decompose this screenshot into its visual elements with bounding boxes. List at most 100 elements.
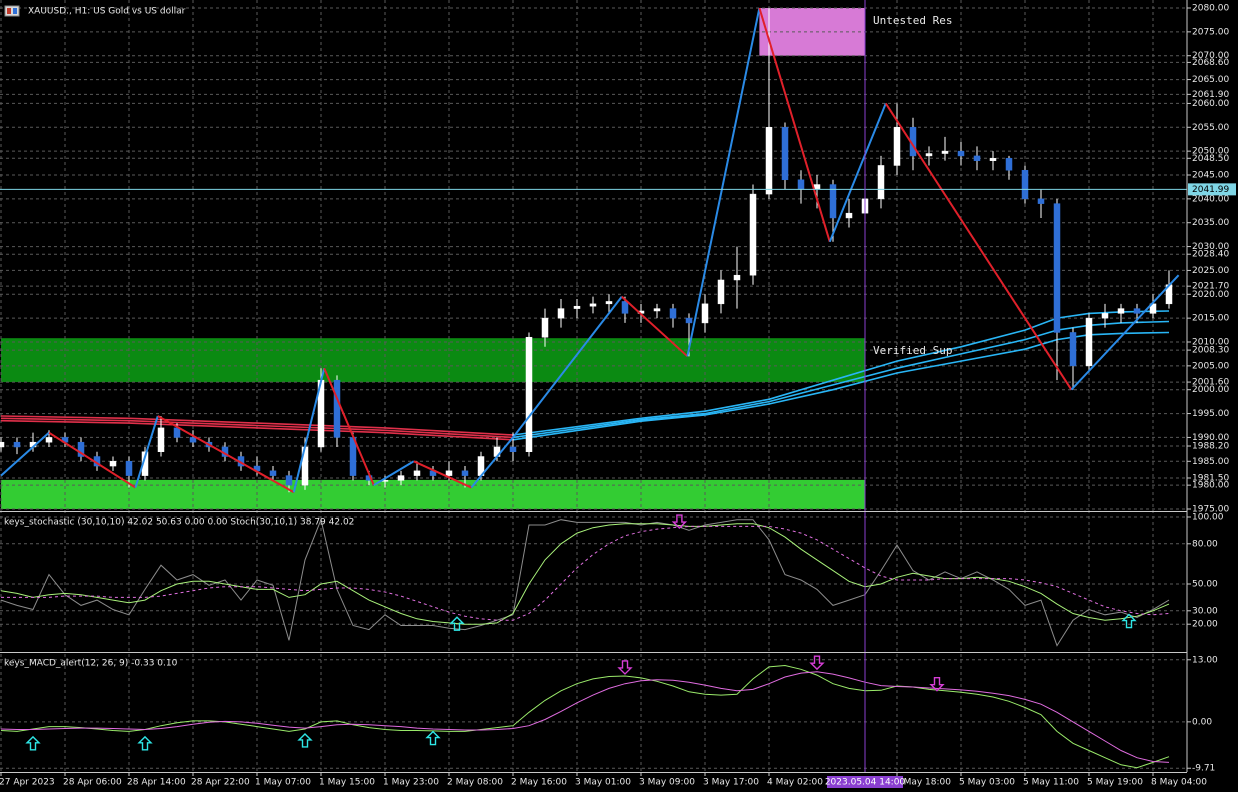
candle-body <box>1069 332 1077 367</box>
data-layer <box>0 0 1187 772</box>
x-tick-label: 1 May 23:00 <box>383 778 439 788</box>
y-tick-label: 2048.50 <box>1192 154 1229 164</box>
signal-arrow <box>617 660 633 675</box>
zigzag-segment <box>512 296 623 439</box>
y-tick-label: 2008.30 <box>1192 346 1229 356</box>
signal-arrow <box>671 514 688 530</box>
candle-body <box>1021 169 1029 200</box>
signal-arrow <box>1121 613 1137 629</box>
y-tick-label: 1988.20 <box>1192 442 1229 452</box>
y-tick-label: 1990.00 <box>1192 433 1229 443</box>
candle-body <box>621 301 629 314</box>
candle-body <box>525 336 533 452</box>
candle-body <box>509 446 517 452</box>
candle-body <box>957 150 965 157</box>
y-tick-label: 2040.00 <box>1192 194 1229 204</box>
candle-body <box>397 475 405 481</box>
candle-body <box>541 317 549 338</box>
candle-body <box>717 279 725 305</box>
x-tick-label: 5 May 11:00 <box>1023 778 1079 788</box>
candle-body <box>845 212 853 219</box>
candle-body <box>1101 313 1109 319</box>
candle-body <box>285 475 293 486</box>
zigzag-segment <box>48 431 136 489</box>
candle-body <box>893 127 901 166</box>
candle-body <box>701 303 709 324</box>
y-tick-label: 2005.00 <box>1192 361 1229 371</box>
y-tick-label: 1980.00 <box>1192 481 1229 491</box>
candle-body <box>77 441 85 457</box>
y-tick-label: 13.00 <box>1192 655 1218 665</box>
moving-average <box>0 419 514 441</box>
candle-body <box>797 179 805 190</box>
signal-arrow <box>25 735 41 751</box>
x-tick-label: 4 May 18:00 <box>895 778 951 788</box>
x-tick-label: 28 Apr 14:00 <box>127 778 186 788</box>
y-tick-label: 2061.90 <box>1192 90 1229 100</box>
signal-arrow <box>297 732 313 748</box>
candle-body <box>269 470 277 476</box>
y-tick-label: 2055.00 <box>1192 123 1229 133</box>
zone <box>1 338 865 383</box>
top-layer: XAUUSD., H1: US Gold vs US dollar keys_s… <box>4 7 952 669</box>
x-tick-label: 3 May 01:00 <box>575 778 631 788</box>
candle-body <box>0 441 5 448</box>
zigzag-segment <box>373 460 415 487</box>
x-tick-label: 2 May 08:00 <box>447 778 503 788</box>
crosshair-label: 2023.05.04 14:00 <box>825 778 906 788</box>
candle-body <box>781 127 789 181</box>
candle-body <box>45 437 53 443</box>
candle-body <box>333 379 341 438</box>
y-tick-label: 2035.00 <box>1192 218 1229 228</box>
candle-body <box>173 427 181 438</box>
zigzag-segment <box>413 460 472 489</box>
y-tick-label: 1981.50 <box>1192 473 1229 483</box>
candle-body <box>125 461 133 476</box>
indicator-line <box>0 523 1170 625</box>
x-tick-label: 8 May 04:00 <box>1151 778 1207 788</box>
candle-body <box>461 470 469 476</box>
candle-body <box>445 470 453 476</box>
candle-body <box>13 441 21 448</box>
indicator-line <box>0 664 1170 769</box>
candle-body <box>189 437 197 443</box>
x-tick-label: 3 May 09:00 <box>639 778 695 788</box>
zigzag-segment <box>134 415 159 488</box>
candle-body <box>573 305 581 309</box>
candle-body <box>653 308 661 312</box>
signal-arrow <box>809 655 825 671</box>
zone-label: Verified Sup <box>873 344 952 357</box>
moving-average <box>512 310 1170 436</box>
x-tick-label: 1 May 07:00 <box>255 778 311 788</box>
y-tick-label: 2075.00 <box>1192 27 1229 37</box>
macd-title: keys_MACD_alert(12, 26, 9) -0.33 0.10 <box>4 659 178 669</box>
x-tick-label: 2 May 16:00 <box>511 778 567 788</box>
y-tick-label: 80.00 <box>1192 539 1218 549</box>
zone-label: Untested Res <box>873 14 952 27</box>
moving-average <box>0 415 514 436</box>
candle-body <box>877 165 885 200</box>
signal-arrow <box>449 616 465 631</box>
y-tick-label: -9.71 <box>1192 764 1215 774</box>
zigzag-segment <box>470 436 514 489</box>
y-tick-label: 2010.00 <box>1192 338 1229 348</box>
chart-icon-part <box>13 8 17 14</box>
price-label: 2041.99 <box>1192 185 1229 195</box>
candle-body <box>413 470 421 476</box>
y-tick-label: 2001.60 <box>1192 378 1229 388</box>
stochastic-title: keys_stochastic (30,10,10) 42.02 50.63 0… <box>4 518 354 528</box>
indicator-line <box>0 671 1170 763</box>
candle-body <box>685 317 693 324</box>
grid-layer <box>0 0 1187 772</box>
candle-body <box>941 150 949 154</box>
x-tick-label: 4 May 02:00 <box>767 778 823 788</box>
y-tick-label: 50.00 <box>1192 580 1218 590</box>
zigzag-segment <box>621 295 689 358</box>
y-tick-label: 30.00 <box>1192 606 1218 616</box>
zigzag-segment <box>1070 274 1180 391</box>
y-tick-label: 1985.00 <box>1192 457 1229 467</box>
x-tick-label: 1 May 15:00 <box>319 778 375 788</box>
zigzag-segment <box>157 415 295 494</box>
